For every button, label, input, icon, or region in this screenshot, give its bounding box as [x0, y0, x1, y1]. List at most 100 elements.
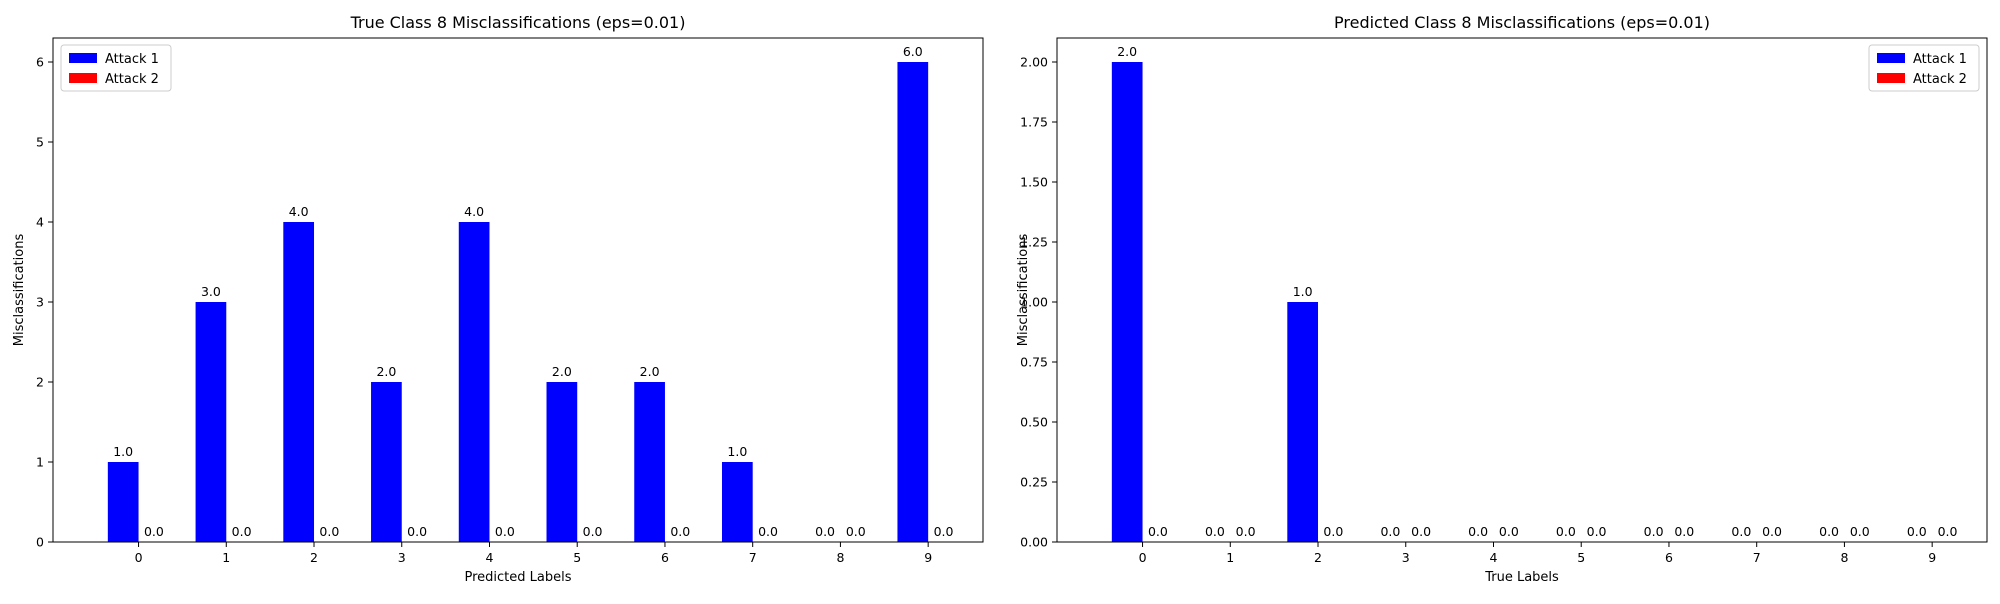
y-tick-label: 3 [36, 295, 44, 310]
bar-attack-1-3 [371, 382, 402, 542]
y-tick-label: 1 [36, 455, 44, 470]
data-label: 0.0 [1499, 524, 1519, 539]
y-tick-label: 0.00 [1020, 535, 1048, 550]
x-tick-label: 6 [661, 550, 669, 565]
data-label: 0.0 [1556, 524, 1576, 539]
chart-title: Predicted Class 8 Misclassifications (ep… [1334, 13, 1710, 32]
data-label: 0.0 [1674, 524, 1694, 539]
x-tick-label: 3 [1402, 550, 1410, 565]
data-label: 0.0 [1236, 524, 1256, 539]
x-tick-label: 0 [135, 550, 143, 565]
x-tick-label: 7 [1753, 550, 1761, 565]
bar-attack-1-6 [634, 382, 665, 542]
y-tick-label: 0.25 [1020, 475, 1048, 490]
bar-attack-1-0 [1111, 62, 1143, 542]
bar-attack-1-4 [458, 222, 490, 542]
axes-frame [52, 37, 984, 543]
x-tick-label: 1 [1226, 550, 1234, 565]
y-axis-label: Misclassifications [12, 234, 27, 347]
data-label: 0.0 [1907, 524, 1927, 539]
legend-label: Attack 2 [1913, 72, 1967, 87]
y-tick-label: 0 [36, 535, 44, 550]
x-tick-label: 2 [310, 550, 318, 565]
x-tick-label: 4 [1490, 550, 1498, 565]
data-label: 3.0 [201, 284, 221, 299]
chart-panel-left: True Class 8 Misclassifications (eps=0.0… [12, 13, 984, 585]
x-tick-label: 1 [222, 550, 230, 565]
y-tick-label: 1.75 [1020, 115, 1048, 130]
bar-attack-1-7 [721, 462, 753, 542]
data-label: 0.0 [1644, 524, 1664, 539]
bar-attack-1-0 [107, 462, 139, 542]
data-label: 1.0 [113, 444, 133, 459]
chart-panel-right: Predicted Class 8 Misclassifications (ep… [1016, 13, 1988, 585]
bar-attack-1-9 [897, 62, 929, 542]
data-label: 0.0 [1762, 524, 1782, 539]
x-axis-label: True Labels [1484, 570, 1559, 585]
data-label: 0.0 [495, 524, 515, 539]
y-tick-label: 1.25 [1020, 235, 1048, 250]
data-label: 0.0 [583, 524, 603, 539]
data-label: 0.0 [670, 524, 690, 539]
x-tick-label: 9 [924, 550, 932, 565]
y-tick-label: 5 [36, 135, 44, 150]
y-tick-label: 1.00 [1020, 295, 1048, 310]
legend-swatch [69, 53, 97, 63]
data-label: 0.0 [815, 524, 835, 539]
data-label: 2.0 [640, 364, 660, 379]
data-label: 1.0 [727, 444, 747, 459]
data-label: 0.0 [1850, 524, 1870, 539]
data-label: 0.0 [1938, 524, 1958, 539]
y-tick-label: 6 [36, 55, 44, 70]
legend: Attack 1 Attack 2 [60, 44, 172, 92]
legend-label: Attack 1 [1913, 52, 1967, 67]
y-tick-label: 4 [36, 215, 44, 230]
bar-attack-1-1 [195, 302, 227, 542]
x-tick-label: 4 [486, 550, 494, 565]
x-axis-label: Predicted Labels [464, 570, 571, 585]
data-label: 0.0 [1587, 524, 1607, 539]
legend-swatch [1877, 53, 1905, 63]
data-label: 0.0 [319, 524, 339, 539]
data-label: 0.0 [232, 524, 252, 539]
bar-attack-1-5 [546, 382, 578, 542]
y-axis-label: Misclassifications [1016, 234, 1031, 347]
legend-label: Attack 1 [105, 52, 159, 67]
x-tick-label: 2 [1314, 550, 1322, 565]
x-tick-label: 5 [573, 550, 581, 565]
x-tick-label: 6 [1665, 550, 1673, 565]
chart-title: True Class 8 Misclassifications (eps=0.0… [350, 13, 686, 32]
legend-label: Attack 2 [105, 72, 159, 87]
legend-swatch [69, 73, 97, 83]
data-label: 0.0 [407, 524, 427, 539]
y-tick-label: 0.50 [1020, 415, 1048, 430]
x-tick-label: 8 [836, 550, 844, 565]
data-label: 1.0 [1293, 284, 1313, 299]
data-label: 0.0 [934, 524, 954, 539]
data-label: 0.0 [1731, 524, 1751, 539]
y-tick-label: 2.00 [1020, 55, 1048, 70]
data-label: 2.0 [552, 364, 572, 379]
data-label: 0.0 [1205, 524, 1225, 539]
y-tick-label: 0.75 [1020, 355, 1048, 370]
x-tick-label: 7 [749, 550, 757, 565]
data-label: 0.0 [1468, 524, 1488, 539]
data-label: 0.0 [1411, 524, 1431, 539]
data-label: 2.0 [376, 364, 396, 379]
legend: Attack 1 Attack 2 [1868, 44, 1980, 92]
data-label: 0.0 [1380, 524, 1400, 539]
y-tick-label: 1.50 [1020, 175, 1048, 190]
data-label: 6.0 [903, 44, 923, 59]
x-tick-label: 5 [1577, 550, 1585, 565]
data-label: 0.0 [1819, 524, 1839, 539]
data-label: 0.0 [1323, 524, 1343, 539]
data-label: 4.0 [464, 204, 484, 219]
x-tick-label: 8 [1840, 550, 1848, 565]
data-label: 0.0 [144, 524, 164, 539]
legend-swatch [1877, 73, 1905, 83]
data-label: 4.0 [289, 204, 309, 219]
x-tick-label: 9 [1928, 550, 1936, 565]
data-label: 2.0 [1117, 44, 1137, 59]
data-label: 0.0 [758, 524, 778, 539]
